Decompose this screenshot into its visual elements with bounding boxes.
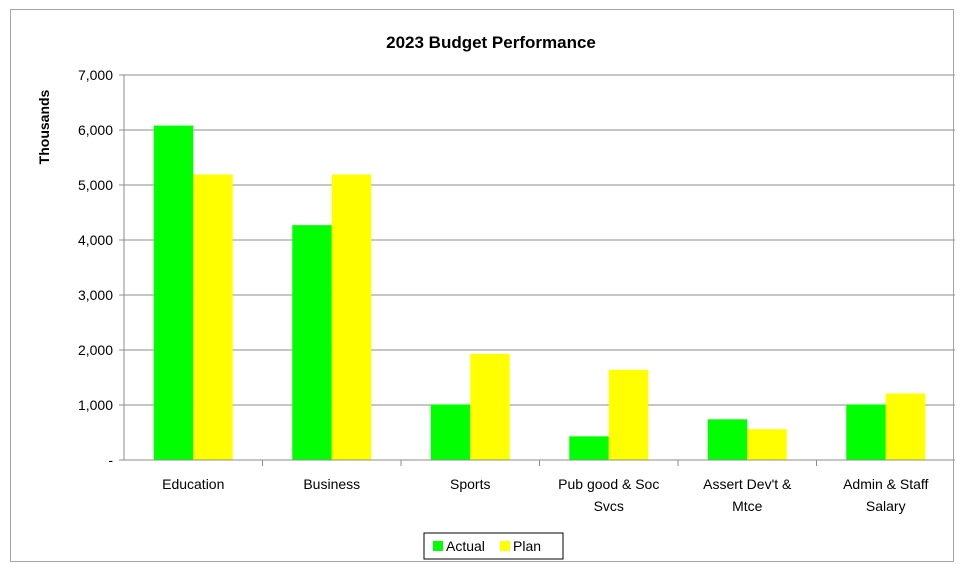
- bar-plan: [885, 393, 926, 460]
- bars: [153, 125, 926, 461]
- legend-swatch-plan: [500, 541, 510, 551]
- y-tick-label: 6,000: [78, 122, 113, 138]
- legend-label-plan: Plan: [513, 538, 541, 554]
- y-tick-label: 5,000: [78, 177, 113, 193]
- legend-label-actual: Actual: [446, 538, 485, 554]
- x-tick-label: Mtce: [732, 498, 763, 514]
- y-tick-label: 3,000: [78, 287, 113, 303]
- legend-swatch-actual: [433, 541, 443, 551]
- x-tick-label: Assert Dev't &: [703, 476, 792, 492]
- y-axis-label: Thousands: [36, 89, 52, 164]
- y-tick-label: 7,000: [78, 67, 113, 83]
- y-tick-label: 4,000: [78, 232, 113, 248]
- y-tick-label: -: [108, 452, 113, 468]
- bar-plan: [747, 429, 787, 460]
- legend: Actual Plan: [423, 532, 564, 560]
- x-tick-label: Sports: [450, 476, 490, 492]
- bar-plan: [193, 174, 233, 461]
- x-tick-label: Salary: [866, 498, 906, 514]
- y-tick-label: 1,000: [78, 397, 113, 413]
- bar-actual: [153, 125, 194, 460]
- chart-title: 2023 Budget Performance: [386, 33, 596, 52]
- x-tick-label: Svcs: [594, 498, 624, 514]
- legend-box: [423, 532, 564, 560]
- bar-actual: [707, 419, 748, 460]
- bar-actual: [430, 404, 471, 460]
- x-tick-label: Admin & Staff: [843, 476, 928, 492]
- x-tick-label: Education: [162, 476, 224, 492]
- y-tick-label: 2,000: [78, 342, 113, 358]
- gridlines: [124, 74, 955, 406]
- bar-plan: [608, 369, 649, 460]
- axes: - 1,000 2,000 3,000 4,000 5,000 6,000 7,000 Educ…: [78, 67, 955, 514]
- bar-plan: [470, 353, 510, 460]
- bar-plan: [331, 174, 372, 461]
- bar-actual: [292, 225, 332, 460]
- bar-actual: [846, 404, 886, 460]
- x-tick-label: Business: [303, 476, 360, 492]
- bar-actual: [569, 436, 609, 460]
- x-tick-label: Pub good & Soc: [558, 476, 659, 492]
